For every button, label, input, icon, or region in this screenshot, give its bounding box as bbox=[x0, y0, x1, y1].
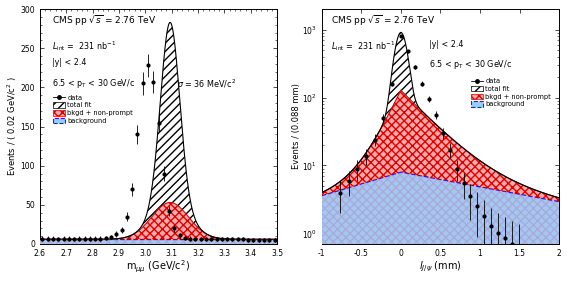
Legend: data, total fit, bkgd + non-prompt, background: data, total fit, bkgd + non-prompt, back… bbox=[471, 78, 551, 107]
Text: $L_{\rm int}$ =  231 nb$^{-1}$: $L_{\rm int}$ = 231 nb$^{-1}$ bbox=[331, 40, 395, 53]
Text: 6.5 < p$_{\rm T}$ < 30 GeV/c: 6.5 < p$_{\rm T}$ < 30 GeV/c bbox=[52, 77, 135, 90]
Legend: data, total fit, bkgd + non-prompt, background: data, total fit, bkgd + non-prompt, back… bbox=[53, 95, 133, 124]
X-axis label: $l_{J/\psi}$ (mm): $l_{J/\psi}$ (mm) bbox=[419, 259, 462, 274]
Text: $L_{\rm int}$ =  231 nb$^{-1}$: $L_{\rm int}$ = 231 nb$^{-1}$ bbox=[52, 40, 116, 53]
Text: CMS pp $\sqrt{s}$ = 2.76 TeV: CMS pp $\sqrt{s}$ = 2.76 TeV bbox=[52, 14, 156, 28]
Text: CMS pp $\sqrt{s}$ = 2.76 TeV: CMS pp $\sqrt{s}$ = 2.76 TeV bbox=[331, 14, 435, 28]
Text: $\sigma$ = 36 MeV/c$^2$: $\sigma$ = 36 MeV/c$^2$ bbox=[177, 77, 236, 90]
X-axis label: m$_{\mu\mu}$ (GeV/c$^2$): m$_{\mu\mu}$ (GeV/c$^2$) bbox=[126, 259, 191, 275]
Text: 6.5 < p$_{\rm T}$ < 30 GeV/c: 6.5 < p$_{\rm T}$ < 30 GeV/c bbox=[429, 58, 511, 71]
Y-axis label: Events / (0.088 mm): Events / (0.088 mm) bbox=[291, 83, 301, 169]
Text: |y| < 2.4: |y| < 2.4 bbox=[429, 40, 463, 49]
Y-axis label: Events / ( 0.02 GeV/c$^{2}$ ): Events / ( 0.02 GeV/c$^{2}$ ) bbox=[6, 77, 19, 176]
Text: |y| < 2.4: |y| < 2.4 bbox=[52, 58, 86, 67]
